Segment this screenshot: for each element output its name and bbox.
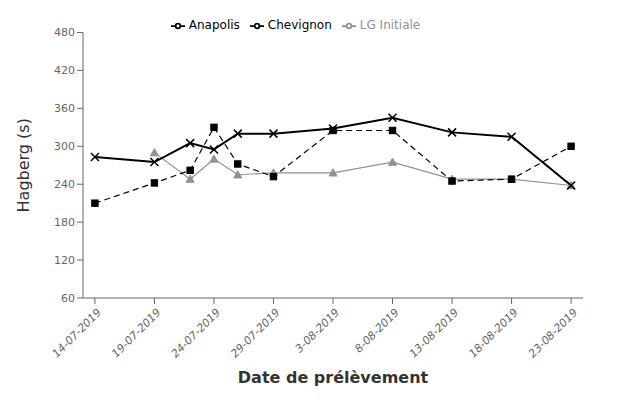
svg-text:60: 60	[61, 292, 75, 305]
svg-text:480: 480	[54, 26, 75, 39]
html-text:LG Initiale: LG Initiale	[359, 18, 421, 32]
svg-text:240: 240	[54, 178, 75, 191]
html-text:Anapolis: Anapolis	[188, 18, 240, 32]
svg-text:300: 300	[54, 140, 75, 153]
svg-text:14-07-2019: 14-07-2019	[50, 306, 104, 360]
svg-text:29-07-2019: 29-07-2019	[228, 306, 282, 360]
svg-text:18-08-2019: 18-08-2019	[466, 306, 520, 360]
svg-text:8-08-2019: 8-08-2019	[352, 306, 401, 355]
svg-text:120: 120	[54, 254, 75, 267]
svg-text:Hagberg (s): Hagberg (s)	[14, 118, 33, 212]
svg-text:3-08-2019: 3-08-2019	[293, 306, 342, 355]
svg-text:13-08-2019: 13-08-2019	[407, 306, 461, 360]
svg-text:24-07-2019: 24-07-2019	[169, 306, 223, 360]
html-text:Chevignon: Chevignon	[267, 18, 332, 32]
svg-text:19-07-2019: 19-07-2019	[109, 306, 163, 360]
svg-text:Date de prélèvement: Date de prélèvement	[238, 368, 429, 387]
svg-text:23-08-2019: 23-08-2019	[526, 306, 580, 360]
svg-text:420: 420	[54, 64, 75, 77]
svg-text:180: 180	[54, 216, 75, 229]
svg-text:360: 360	[54, 102, 75, 115]
